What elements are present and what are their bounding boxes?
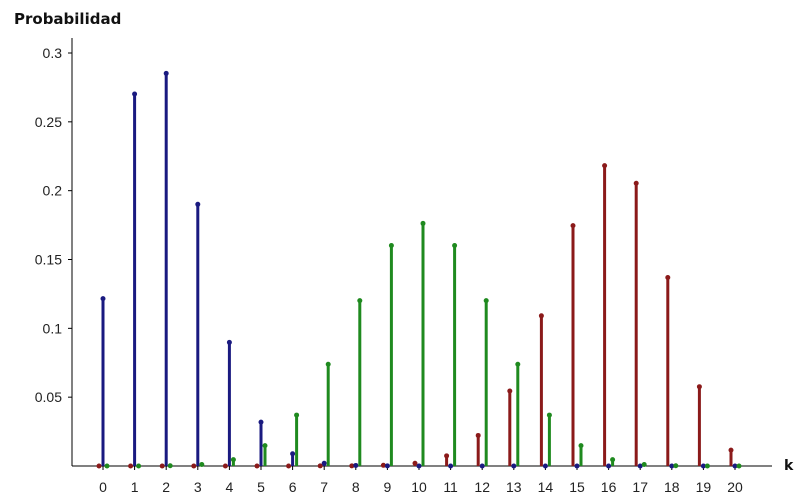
point-series-1 xyxy=(104,463,110,469)
x-tick-label: 4 xyxy=(226,479,234,495)
x-tick-label: 15 xyxy=(569,479,585,495)
point-series-0 xyxy=(100,296,106,302)
point-series-2 xyxy=(633,180,639,186)
y-tick-label: 0.3 xyxy=(43,45,63,61)
point-series-1 xyxy=(483,298,489,304)
x-tick-label: 6 xyxy=(289,479,297,495)
point-series-0 xyxy=(700,463,706,469)
x-tick-label: 5 xyxy=(257,479,265,495)
point-series-0 xyxy=(606,463,612,469)
point-series-1 xyxy=(420,220,426,226)
point-series-1 xyxy=(357,298,363,304)
point-series-0 xyxy=(574,463,580,469)
x-tick-label: 3 xyxy=(194,479,202,495)
point-series-0 xyxy=(448,463,454,469)
point-series-0 xyxy=(669,463,675,469)
point-series-2 xyxy=(96,463,102,469)
point-series-1 xyxy=(736,463,742,469)
point-series-2 xyxy=(159,463,165,469)
x-tick-label: 9 xyxy=(384,479,392,495)
point-series-0 xyxy=(195,201,201,207)
point-series-1 xyxy=(452,242,458,248)
x-tick-label: 13 xyxy=(506,479,522,495)
point-series-0 xyxy=(321,460,327,466)
point-series-0 xyxy=(416,463,422,469)
point-series-2 xyxy=(254,463,260,469)
x-tick-label: 18 xyxy=(664,479,680,495)
point-series-1 xyxy=(294,412,300,418)
y-axis-label: Probabilidad xyxy=(14,10,122,28)
point-series-1 xyxy=(262,443,268,449)
point-series-1 xyxy=(136,463,142,469)
point-series-0 xyxy=(479,463,485,469)
point-series-1 xyxy=(546,412,552,418)
point-series-0 xyxy=(511,463,517,469)
point-series-2 xyxy=(538,313,544,319)
x-tick-label: 11 xyxy=(443,479,458,495)
x-tick-label: 8 xyxy=(352,479,360,495)
point-series-0 xyxy=(542,463,548,469)
x-tick-label: 7 xyxy=(320,479,328,495)
point-series-0 xyxy=(353,462,359,468)
point-series-2 xyxy=(317,463,323,469)
point-series-1 xyxy=(388,242,394,248)
point-series-2 xyxy=(191,463,197,469)
point-series-2 xyxy=(380,462,386,468)
point-series-1 xyxy=(704,463,710,469)
x-tick-label: 20 xyxy=(727,479,743,495)
point-series-2 xyxy=(222,463,228,469)
point-series-2 xyxy=(728,447,734,453)
point-series-2 xyxy=(507,388,513,394)
y-tick-label: 0.05 xyxy=(35,389,62,405)
point-series-2 xyxy=(570,223,576,229)
point-series-1 xyxy=(515,361,521,367)
point-series-0 xyxy=(732,463,738,469)
y-tick-label: 0.1 xyxy=(43,320,63,336)
point-series-2 xyxy=(602,163,608,169)
x-axis-label: k xyxy=(784,458,794,474)
point-series-2 xyxy=(665,275,671,281)
point-series-1 xyxy=(230,457,236,463)
point-series-2 xyxy=(349,463,355,469)
point-series-1 xyxy=(325,361,331,367)
point-series-0 xyxy=(163,70,169,76)
x-tick-label: 10 xyxy=(411,479,427,495)
point-series-1 xyxy=(578,443,584,449)
y-tick-label: 0.2 xyxy=(43,183,63,199)
x-tick-label: 16 xyxy=(601,479,617,495)
point-series-2 xyxy=(286,463,292,469)
y-tick-label: 0.15 xyxy=(35,252,62,268)
x-tick-label: 14 xyxy=(538,479,554,495)
point-series-0 xyxy=(637,463,643,469)
x-tick-label: 12 xyxy=(474,479,490,495)
y-tick-label: 0.25 xyxy=(35,114,62,130)
x-tick-label: 2 xyxy=(162,479,170,495)
x-tick-label: 19 xyxy=(696,479,712,495)
x-tick-label: 1 xyxy=(131,479,139,495)
x-tick-label: 17 xyxy=(632,479,648,495)
point-series-1 xyxy=(167,463,173,469)
x-tick-label: 0 xyxy=(99,479,107,495)
point-series-2 xyxy=(128,463,134,469)
point-series-1 xyxy=(673,463,679,469)
point-series-0 xyxy=(258,419,264,425)
point-series-1 xyxy=(641,461,647,467)
point-series-1 xyxy=(610,457,616,463)
point-series-0 xyxy=(226,339,232,345)
point-series-0 xyxy=(384,463,390,469)
point-series-2 xyxy=(412,460,418,466)
point-series-2 xyxy=(444,453,450,459)
point-series-0 xyxy=(290,451,296,457)
point-series-2 xyxy=(475,432,481,438)
point-series-1 xyxy=(199,461,205,467)
point-series-0 xyxy=(132,91,138,97)
point-series-2 xyxy=(696,384,702,390)
